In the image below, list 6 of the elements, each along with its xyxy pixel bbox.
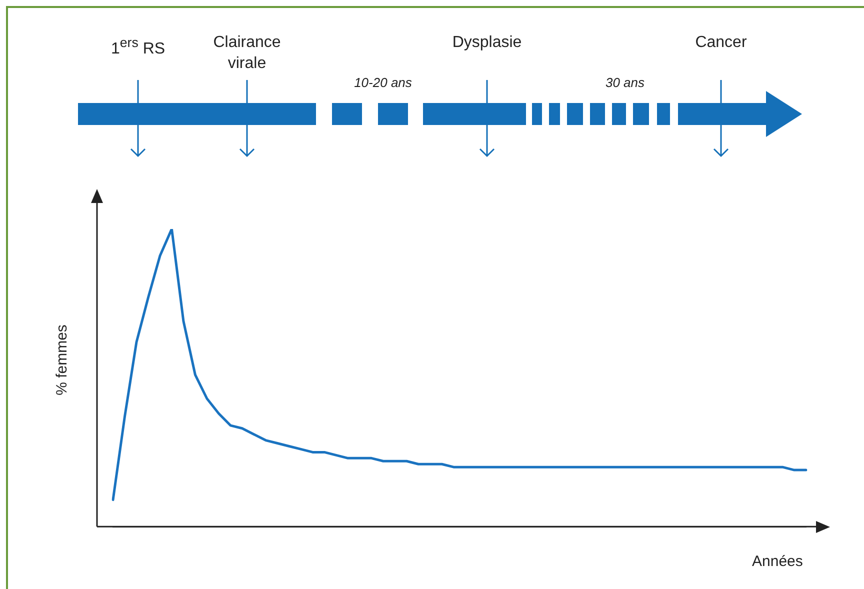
y-axis-title: % femmes — [54, 324, 70, 396]
text: Dysplasie — [451, 33, 523, 53]
text: Cancer — [694, 33, 748, 53]
x-axis-title: Années — [752, 553, 803, 570]
text: Clairance virale — [212, 33, 282, 74]
text: 1$^{ers}$ RS — [110, 34, 166, 60]
